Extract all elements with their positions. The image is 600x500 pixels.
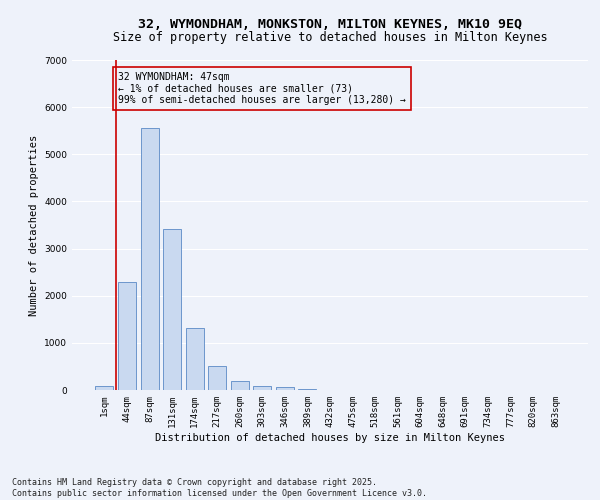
Bar — [118, 282, 136, 390]
Text: Contains HM Land Registry data © Crown copyright and database right 2025.
Contai: Contains HM Land Registry data © Crown c… — [12, 478, 427, 498]
Text: 32 WYMONDHAM: 47sqm
← 1% of detached houses are smaller (73)
99% of semi-detache: 32 WYMONDHAM: 47sqm ← 1% of detached hou… — [118, 72, 406, 105]
Y-axis label: Number of detached properties: Number of detached properties — [29, 134, 38, 316]
Bar — [298, 388, 316, 390]
Text: Size of property relative to detached houses in Milton Keynes: Size of property relative to detached ho… — [113, 31, 547, 44]
Bar — [163, 229, 181, 390]
X-axis label: Distribution of detached houses by size in Milton Keynes: Distribution of detached houses by size … — [155, 432, 505, 442]
Text: 32, WYMONDHAM, MONKSTON, MILTON KEYNES, MK10 9EQ: 32, WYMONDHAM, MONKSTON, MILTON KEYNES, … — [138, 18, 522, 30]
Bar — [140, 128, 158, 390]
Bar — [95, 386, 113, 390]
Bar — [185, 328, 204, 390]
Bar — [231, 381, 249, 390]
Bar — [276, 386, 294, 390]
Bar — [208, 366, 226, 390]
Bar — [253, 386, 271, 390]
